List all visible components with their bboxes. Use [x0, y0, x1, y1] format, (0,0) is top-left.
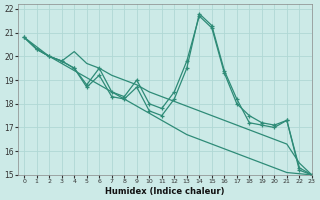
X-axis label: Humidex (Indice chaleur): Humidex (Indice chaleur)	[105, 187, 225, 196]
